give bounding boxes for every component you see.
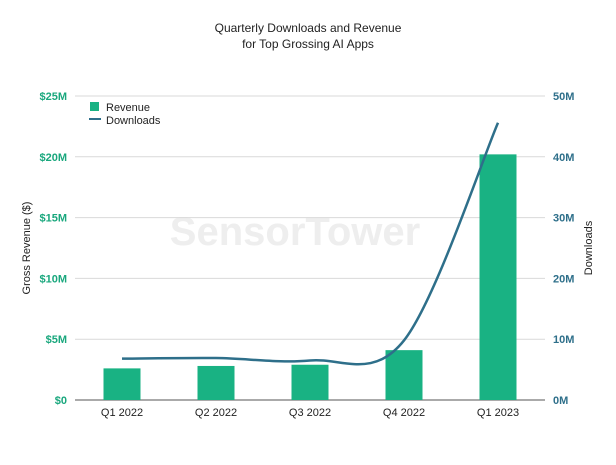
- y-tick-label: $0: [55, 395, 67, 407]
- tick-labels: $0 0M $5M 10M $10M 20M $15M 30M $20M 40M $25M 50M Q1…: [39, 91, 574, 419]
- chart-subtitle: for Top Grossing AI Apps: [242, 37, 374, 51]
- x-tick-label: Q1 2022: [101, 407, 143, 419]
- revenue-bar: [291, 364, 329, 400]
- revenue-bar: [385, 350, 423, 400]
- chart-title: Quarterly Downloads and Revenue: [215, 21, 402, 35]
- downloads-line: [121, 122, 500, 366]
- legend-revenue-label: Revenue: [106, 102, 150, 114]
- x-tick-label: Q3 2022: [289, 407, 331, 419]
- y-tick-label: $5M: [46, 334, 67, 346]
- legend-revenue-swatch: [90, 102, 99, 111]
- watermark-text: SensorTower: [170, 210, 420, 254]
- x-tick-label: Q2 2022: [195, 407, 237, 419]
- x-tick-label: Q4 2022: [383, 407, 425, 419]
- revenue-bars: [103, 154, 517, 400]
- y-tick-label: $25M: [39, 91, 67, 103]
- y2-tick-label: 0M: [553, 395, 568, 407]
- y-tick-label: $10M: [39, 273, 67, 285]
- legend-downloads-label: Downloads: [106, 115, 161, 127]
- y2-tick-label: 40M: [553, 152, 574, 164]
- y2-tick-label: 10M: [553, 334, 574, 346]
- y-tick-label: $20M: [39, 152, 67, 164]
- revenue-bar: [479, 154, 517, 400]
- revenue-bar: [197, 365, 235, 400]
- x-tick-label: Q1 2023: [477, 407, 519, 419]
- legend: Revenue Downloads: [89, 102, 161, 127]
- revenue-bar: [103, 368, 141, 400]
- y2-tick-label: 50M: [553, 91, 574, 103]
- y2-tick-label: 20M: [553, 273, 574, 285]
- y-tick-label: $15M: [39, 213, 67, 225]
- y-axis-label: Gross Revenue ($): [21, 202, 33, 295]
- y2-tick-label: 30M: [553, 213, 574, 225]
- y2-axis-label: Downloads: [583, 220, 595, 275]
- grid-lines: [75, 95, 545, 401]
